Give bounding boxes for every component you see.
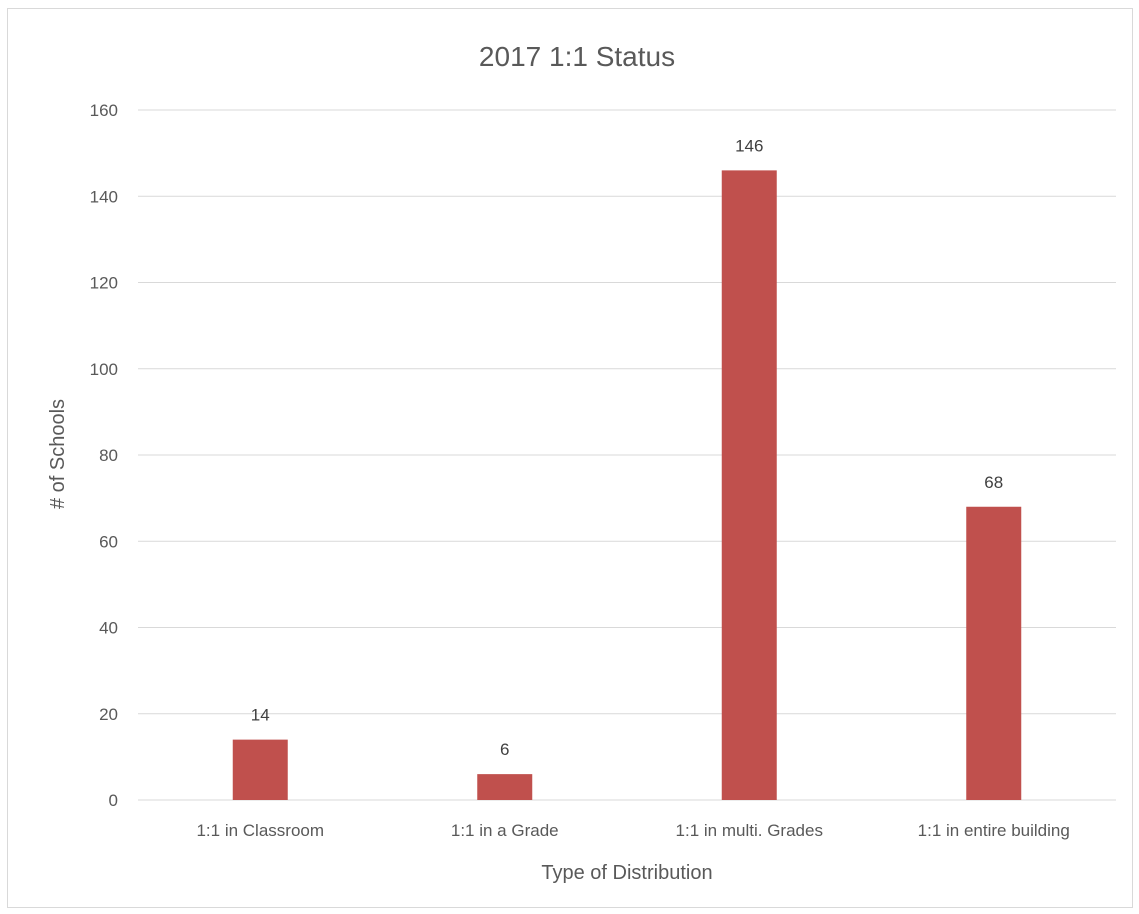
y-tick-label: 80 [99, 446, 118, 465]
y-tick-label: 40 [99, 619, 118, 638]
y-tick-label: 120 [90, 274, 118, 293]
x-axis-title: Type of Distribution [541, 862, 712, 884]
y-tick-label: 160 [90, 101, 118, 120]
y-tick-label: 140 [90, 187, 118, 206]
bar [966, 506, 1022, 800]
bar [232, 739, 288, 800]
y-tick-label: 100 [90, 360, 118, 379]
x-tick-label: 1:1 in multi. Grades [676, 821, 823, 840]
y-tick-label: 60 [99, 532, 118, 551]
x-tick-label: 1:1 in Classroom [196, 821, 324, 840]
data-label: 14 [251, 706, 270, 725]
y-axis-ticks: 0 20 40 60 80 100 120 140 160 [90, 101, 118, 810]
data-label: 146 [735, 136, 763, 155]
bar [721, 170, 777, 800]
x-axis-ticks: 1:1 in Classroom 1:1 in a Grade 1:1 in mul… [196, 821, 1069, 840]
y-axis-title: # of Schools [47, 399, 69, 509]
data-label: 68 [984, 473, 1003, 492]
data-label: 6 [500, 740, 509, 759]
y-tick-label: 0 [109, 791, 118, 810]
bars [232, 170, 1022, 800]
chart-frame [7, 8, 1133, 908]
y-tick-label: 20 [99, 705, 118, 724]
chart-title: 2017 1:1 Status [479, 41, 675, 72]
gridlines [138, 109, 1116, 801]
x-tick-label: 1:1 in a Grade [451, 821, 559, 840]
bar [477, 774, 533, 800]
x-tick-label: 1:1 in entire building [918, 821, 1070, 840]
